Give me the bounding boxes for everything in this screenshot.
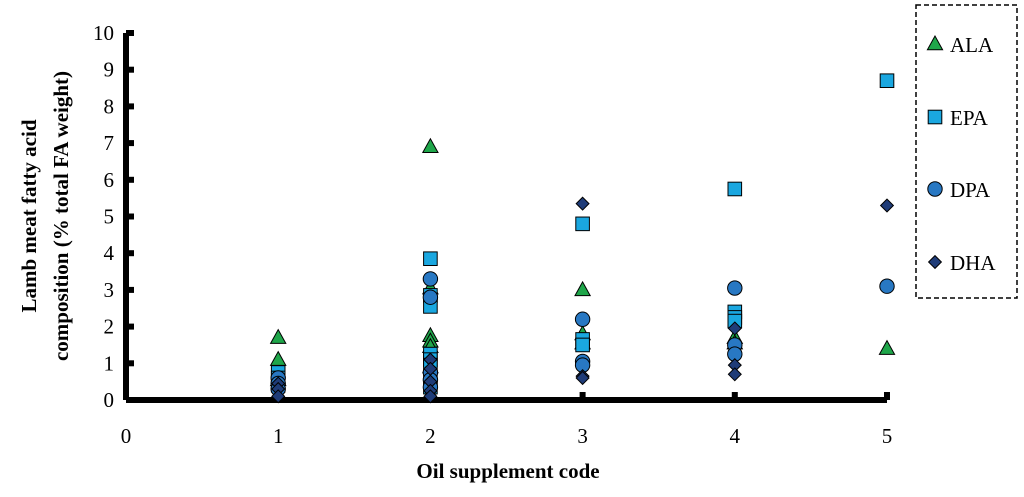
- ala-point: [421, 137, 439, 154]
- y-tick-mark: [126, 323, 134, 330]
- dpa-point: [422, 289, 439, 305]
- dha-point: [575, 196, 590, 211]
- dpa-point: [727, 280, 743, 296]
- legend-label-epa: EPA: [950, 106, 989, 130]
- y-tick-mark: [126, 286, 134, 293]
- y-tick-label: 5: [104, 205, 115, 229]
- y-tick-label: 1: [104, 351, 115, 375]
- y-tick-mark: [126, 250, 134, 257]
- legend-marker-dpa: [927, 181, 943, 197]
- x-tick-label: 1: [273, 424, 284, 448]
- y-tick-mark: [126, 30, 134, 36]
- y-axis-title-line-1: Lamb meat fatty acid: [17, 119, 41, 312]
- x-tick-mark: [731, 392, 738, 400]
- y-tick-label: 7: [104, 131, 115, 155]
- dha-point: [727, 367, 742, 382]
- legend-box: [915, 4, 1018, 299]
- legend-label-dha: DHA: [950, 251, 996, 275]
- y-tick-label: 4: [104, 241, 115, 265]
- legend-label-dpa: DPA: [950, 178, 991, 202]
- y-tick-label: 10: [93, 21, 114, 45]
- legend-marker-ala: [926, 34, 944, 51]
- y-tick-mark: [126, 66, 134, 73]
- y-tick-label: 8: [104, 94, 115, 118]
- y-tick-mark: [126, 213, 134, 220]
- epa-point: [423, 251, 438, 267]
- x-axis-title: Oil supplement code: [416, 459, 599, 483]
- ala-point: [269, 328, 287, 344]
- series-epa: [270, 73, 895, 395]
- y-tick-mark: [126, 140, 134, 147]
- y-tick-label: 9: [104, 58, 115, 82]
- legend: ALA EPA DPA DHA: [915, 4, 1018, 299]
- epa-point: [575, 337, 590, 353]
- epa-point: [575, 216, 590, 232]
- y-tick-label: 0: [104, 388, 115, 412]
- ala-point: [878, 339, 896, 355]
- x-tick-label: 4: [730, 424, 741, 448]
- dha-point: [727, 321, 742, 336]
- y-tick-label: 6: [104, 168, 115, 192]
- legend-marker-epa: [927, 109, 943, 125]
- x-tick-label: 2: [425, 424, 436, 448]
- y-tick-mark: [126, 397, 134, 403]
- x-tick-mark: [884, 392, 890, 400]
- y-tick-label: 3: [104, 278, 115, 302]
- y-tick-label: 2: [104, 315, 115, 339]
- dha-point: [271, 389, 286, 404]
- legend-marker-dha: [927, 254, 943, 270]
- dpa-point: [574, 311, 591, 327]
- y-tick-mark: [126, 360, 134, 367]
- x-tick-mark: [579, 392, 586, 400]
- legend-label-ala: ALA: [950, 33, 994, 57]
- y-tick-mark: [126, 176, 134, 183]
- x-tick-label: 0: [121, 424, 132, 448]
- dha-point: [879, 198, 895, 213]
- axes-layer: 0 1 2 3 4 5 6 7 8 9 10 0 1 2 3 4 5: [93, 21, 892, 448]
- y-tick-mark: [126, 103, 134, 110]
- epa-point: [879, 73, 895, 89]
- x-tick-label: 3: [577, 424, 588, 448]
- dpa-point: [422, 271, 439, 287]
- marks-layer: [269, 73, 896, 404]
- epa-point: [727, 181, 743, 197]
- y-axis-title-line-2: composition (% total FA weight): [49, 71, 73, 361]
- ala-point: [574, 280, 592, 297]
- ala-point: [269, 350, 287, 366]
- dpa-point: [879, 278, 895, 294]
- series-dha: [271, 196, 895, 404]
- dha-point: [423, 389, 438, 404]
- x-tick-label: 5: [882, 424, 893, 448]
- dha-point: [575, 370, 590, 386]
